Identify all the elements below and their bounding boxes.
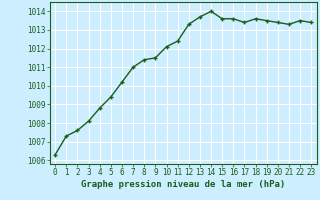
- X-axis label: Graphe pression niveau de la mer (hPa): Graphe pression niveau de la mer (hPa): [81, 180, 285, 189]
